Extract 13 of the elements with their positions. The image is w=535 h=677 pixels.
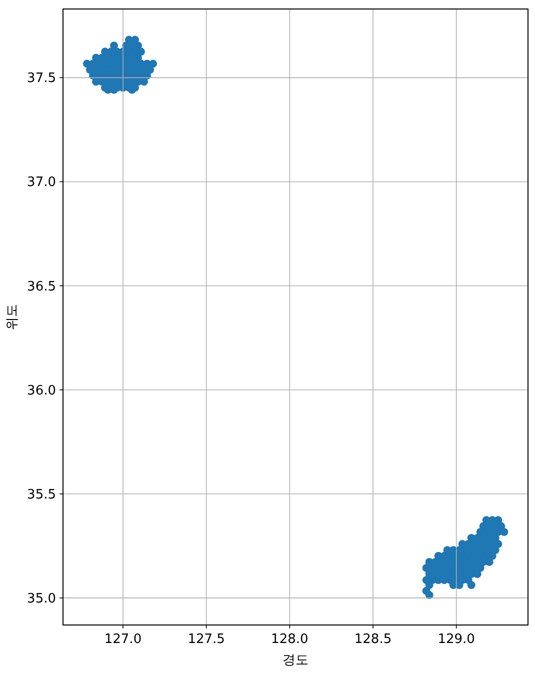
- y-tick-label: 36.5: [27, 279, 56, 294]
- y-tick-label: 35.0: [27, 591, 56, 606]
- x-tick-label: 127.5: [188, 632, 225, 647]
- y-tick-label: 37.5: [27, 71, 56, 86]
- x-tick-label: 128.5: [354, 632, 392, 647]
- y-tick-label: 37.0: [27, 175, 56, 190]
- y-axis-title: 위도: [5, 304, 20, 330]
- x-axis-title: 경도: [282, 653, 308, 668]
- y-tick-label: 36.0: [27, 383, 56, 398]
- x-tick-label: 127.0: [104, 632, 142, 647]
- x-tick-label: 128.0: [271, 632, 308, 647]
- y-tick-label: 35.5: [27, 487, 56, 502]
- x-tick-label: 129.0: [438, 632, 475, 647]
